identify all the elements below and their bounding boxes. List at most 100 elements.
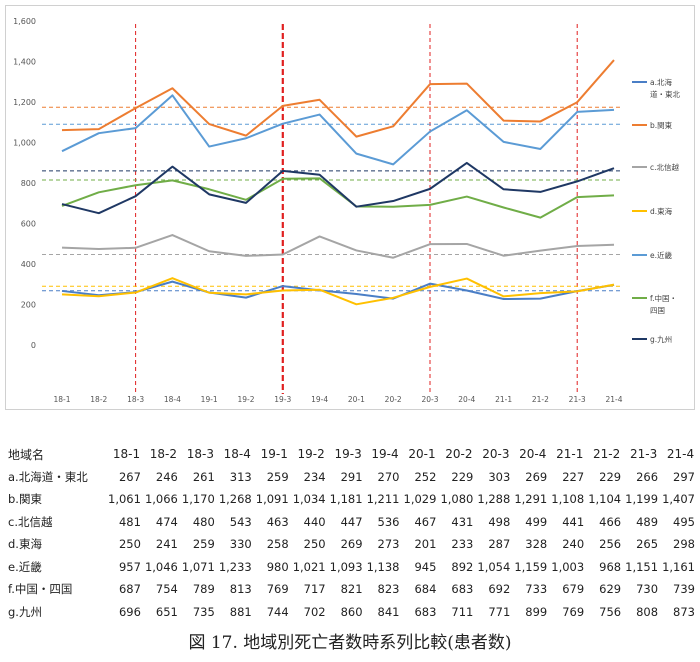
table-cell: 702 [303,604,326,619]
table-row-label: d.東海 [8,537,42,552]
legend-entry-label: 道・東北 [650,89,680,99]
legend-entry-label: b.関東 [650,120,673,130]
table-row-label: f.中国・四国 [8,582,73,597]
x-tick-label: 21-3 [569,395,586,404]
line-chart: 0 200 400 600 800 1,000 1,200 1,400 1,600 18-1 18-… [13,17,680,404]
table-row: a.北海道・東北 267 246 261 313 259 234 291 270 252 229 30… [8,466,699,489]
x-tick-label: 18-2 [90,395,107,404]
series-line [61,177,615,219]
table-corner-label: 地域名 [8,447,45,462]
legend-entry-label: e.近畿 [650,250,672,260]
x-tick-label: 19-2 [237,395,254,404]
table-cell: 823 [377,582,400,597]
table-column-header: 20-1 [408,447,436,462]
table-cell: 771 [488,604,511,619]
table-cell: 769 [266,582,289,597]
table-column-header: 18-3 [186,447,214,462]
table-column-header: 20-4 [519,447,547,462]
table-cell: 495 [673,514,695,529]
table-cell: 744 [266,604,289,619]
table-cell: 440 [303,514,326,529]
y-tick-label: 1,600 [13,17,36,26]
table-cell: 480 [192,514,215,529]
table-cell: 1,003 [551,559,585,574]
table-row: d.東海 250 241 259 330 258 250 269 273 201 233 287 328… [8,533,699,556]
table-cell: 1,091 [255,492,289,507]
table-cell: 899 [525,604,548,619]
table-cell: 536 [377,514,400,529]
table-cell: 298 [673,537,695,552]
table-cell: 330 [229,537,252,552]
table-cell: 474 [155,514,178,529]
table-row: c.北信越 481 474 480 543 463 440 447 536 467 431 498 49… [8,511,699,534]
y-tick-label: 0 [31,341,36,350]
x-tick-label: 21-1 [495,395,512,404]
table-cell: 1,291 [514,492,548,507]
table-cell: 431 [451,514,474,529]
series-line [61,161,615,215]
table-column-header: 21-1 [556,447,584,462]
table-cell: 769 [562,604,585,619]
table-cell: 754 [155,582,178,597]
legend-entry-label: d.東海 [650,206,673,216]
x-tick-label: 20-3 [421,395,438,404]
table-column-header: 20-2 [445,447,473,462]
table-cell: 246 [155,469,178,484]
legend-entry-label: c.北信越 [650,162,680,172]
x-tick-label: 20-2 [385,395,402,404]
table-cell: 735 [192,604,215,619]
table-cell: 489 [636,514,659,529]
table-column-header: 19-1 [260,447,288,462]
table-cell: 1,071 [181,559,215,574]
data-table: 地域名 18-1 18-2 18-3 18-4 19-1 19-2 19-3 19-4 20-1… [8,443,699,623]
table-cell: 498 [488,514,511,529]
table-cell: 273 [377,537,400,552]
series-line [61,277,615,306]
table-row: g.九州 696 651 735 881 744 702 860 841 683 711 771 899… [8,601,699,624]
table-cell: 256 [599,537,622,552]
table-cell: 1,211 [366,492,400,507]
table-column-header: 19-3 [334,447,362,462]
table-cell: 696 [118,604,141,619]
x-tick-label: 18-1 [53,395,70,404]
table-cell: 1,170 [181,492,215,507]
x-tick-label: 19-1 [201,395,218,404]
table-row-label: e.近畿 [8,559,42,574]
table-column-header: 20-3 [482,447,510,462]
table-cell: 441 [562,514,585,529]
table-cell: 267 [118,469,141,484]
table-cell: 266 [636,469,659,484]
y-tick-label: 600 [21,220,36,229]
table-cell: 717 [303,582,326,597]
x-tick-label: 18-3 [127,395,144,404]
table-column-header: 18-1 [112,447,141,462]
figure-caption: 図 17. 地域別死亡者数時系列比較(患者数) [188,633,512,653]
table-cell: 957 [118,559,141,574]
table-column-header: 19-2 [297,447,325,462]
table-cell: 234 [303,469,326,484]
table-body: a.北海道・東北 267 246 261 313 259 234 291 270 252 229 30… [8,466,699,624]
table-cell: 1,066 [144,492,178,507]
legend-entry-label: f.中国・ [650,293,677,303]
x-tick-label: 20-1 [348,395,365,404]
table-row: e.近畿 957 1,046 1,071 1,233 980 1,021 1,093 1,138… [8,556,699,579]
table-column-header: 21-4 [666,447,695,462]
table-cell: 683 [451,582,474,597]
table-cell: 813 [229,582,252,597]
table-cell: 733 [525,582,548,597]
table-cell: 860 [340,604,363,619]
table-cell: 1,080 [440,492,474,507]
table-cell: 250 [303,537,326,552]
series-line [61,94,615,166]
x-tick-label: 21-2 [532,395,549,404]
table-column-header: 21-3 [629,447,658,462]
x-tick-label: 21-4 [605,395,622,404]
table-cell: 629 [599,582,622,597]
y-tick-label: 1,000 [13,139,36,148]
table-cell: 201 [414,537,437,552]
table-cell: 841 [377,604,400,619]
x-tick-label: 18-4 [164,395,181,404]
table-row-label: b.関東 [8,492,42,507]
table-column-header: 19-4 [371,447,399,462]
table-cell: 1,061 [108,492,141,507]
